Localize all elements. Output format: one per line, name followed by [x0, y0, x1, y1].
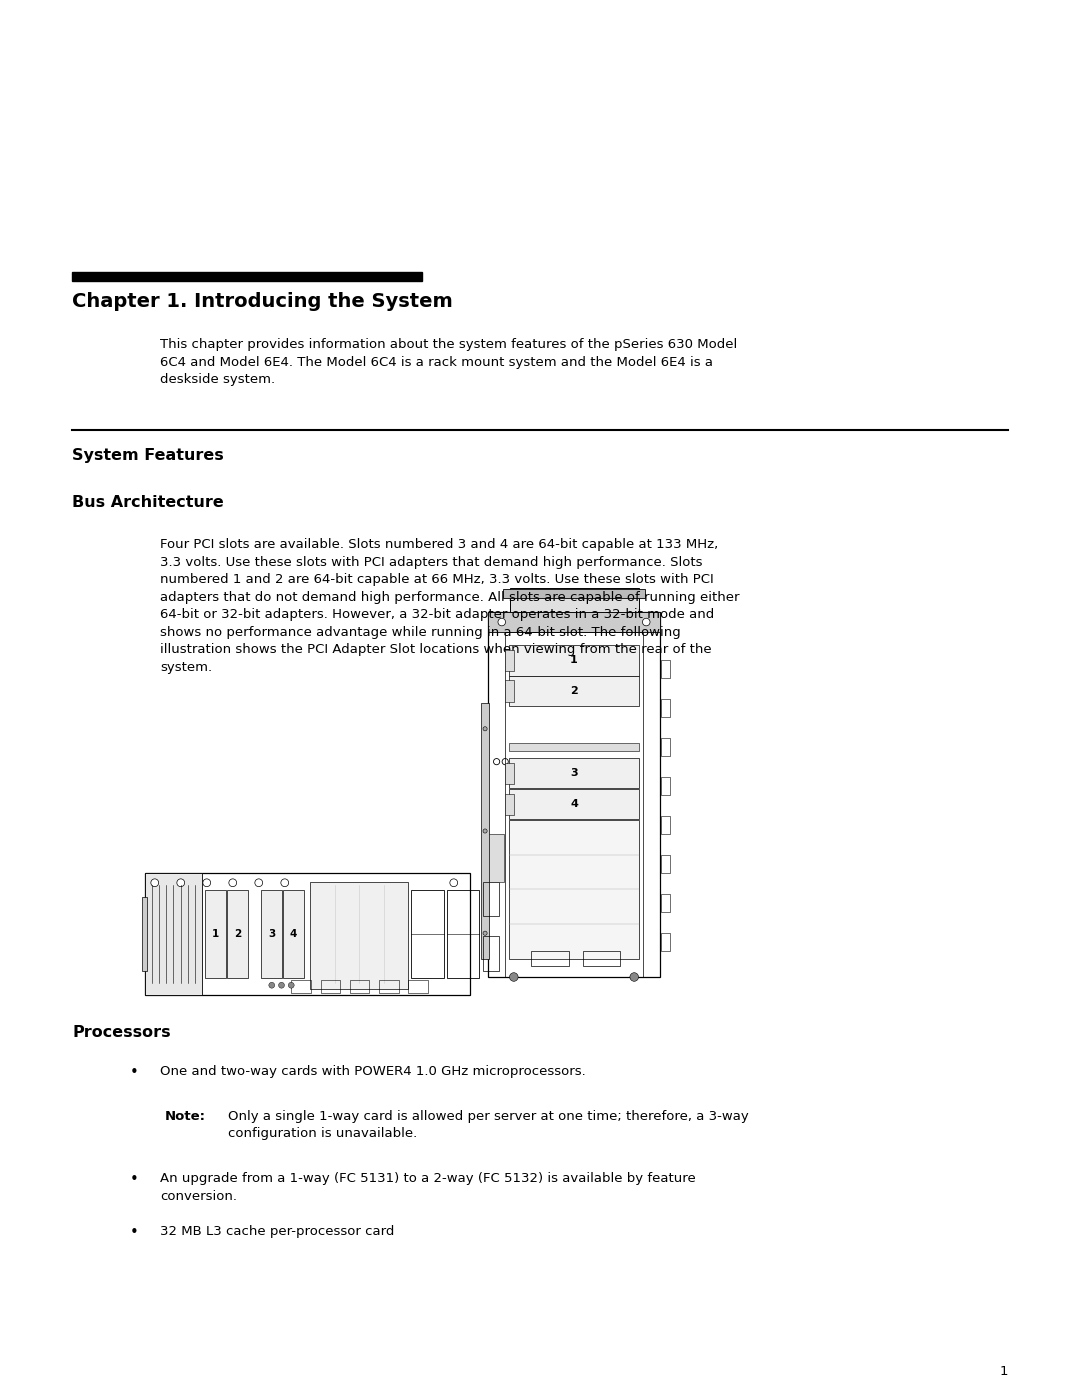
Bar [661, 659, 670, 678]
Bar [488, 612, 660, 977]
Circle shape [483, 828, 487, 833]
Text: One and two-way cards with POWER4 1.0 GHz microprocessors.: One and two-way cards with POWER4 1.0 GH… [160, 1065, 585, 1078]
Text: Note:: Note: [165, 1111, 206, 1123]
Text: An upgrade from a 1-way (FC 5131) to a 2-way (FC 5132) is available by feature
c: An upgrade from a 1-way (FC 5131) to a 2… [160, 1172, 696, 1203]
Bar [509, 743, 639, 750]
Text: 1: 1 [212, 929, 219, 939]
Bar [488, 612, 660, 631]
Circle shape [279, 982, 284, 988]
Bar [481, 703, 489, 958]
Bar [489, 834, 504, 883]
Bar [447, 890, 480, 978]
Bar [661, 777, 670, 795]
Circle shape [151, 879, 159, 887]
Text: System Features: System Features [72, 448, 224, 462]
Bar [205, 890, 226, 978]
Bar [509, 820, 639, 958]
Bar [505, 763, 514, 784]
Bar [321, 981, 340, 992]
Circle shape [483, 726, 487, 731]
Bar [408, 981, 428, 992]
Bar [310, 882, 408, 989]
Circle shape [229, 879, 237, 887]
Bar [502, 590, 646, 598]
Text: 4: 4 [289, 929, 297, 939]
Bar [505, 680, 514, 701]
Bar [72, 272, 422, 281]
Bar [582, 951, 620, 967]
Circle shape [498, 619, 505, 626]
Circle shape [288, 982, 294, 988]
Bar [510, 588, 638, 612]
Bar [531, 951, 569, 967]
Text: 3: 3 [570, 768, 578, 778]
Bar [661, 933, 670, 951]
Bar [350, 981, 369, 992]
Bar [509, 789, 639, 819]
Bar [509, 759, 639, 788]
Circle shape [483, 932, 487, 935]
Text: Only a single 1-way card is allowed per server at one time; therefore, a 3-way
c: Only a single 1-way card is allowed per … [228, 1111, 748, 1140]
Text: •: • [130, 1172, 138, 1187]
Bar [661, 738, 670, 756]
Text: 2: 2 [234, 929, 241, 939]
Circle shape [510, 972, 518, 981]
Circle shape [643, 619, 650, 626]
Bar [261, 890, 282, 978]
Circle shape [450, 879, 458, 887]
Text: 1: 1 [570, 655, 578, 665]
Bar [509, 645, 639, 676]
Bar [379, 981, 399, 992]
Bar [505, 793, 514, 814]
Bar [227, 890, 248, 978]
Text: •: • [130, 1225, 138, 1241]
Bar [292, 981, 311, 992]
Text: This chapter provides information about the system features of the pSeries 630 M: This chapter provides information about … [160, 338, 738, 386]
Bar [145, 873, 202, 995]
Bar [483, 882, 499, 915]
Bar [145, 873, 470, 995]
Text: 3: 3 [268, 929, 275, 939]
Bar [505, 631, 643, 977]
Text: 32 MB L3 cache per-processor card: 32 MB L3 cache per-processor card [160, 1225, 394, 1238]
Text: Processors: Processors [72, 1025, 171, 1039]
Bar [661, 894, 670, 912]
Text: Chapter 1. Introducing the System: Chapter 1. Introducing the System [72, 292, 453, 312]
Circle shape [203, 879, 211, 887]
Circle shape [255, 879, 262, 887]
Text: 4: 4 [570, 799, 578, 809]
Bar [509, 676, 639, 705]
Circle shape [281, 879, 288, 887]
Text: Four PCI slots are available. Slots numbered 3 and 4 are 64-bit capable at 133 M: Four PCI slots are available. Slots numb… [160, 538, 740, 673]
Text: •: • [130, 1065, 138, 1080]
Bar [483, 936, 499, 971]
Bar [283, 890, 303, 978]
Text: 2: 2 [570, 686, 578, 696]
Bar [661, 816, 670, 834]
Text: Bus Architecture: Bus Architecture [72, 495, 224, 510]
Bar [141, 897, 147, 971]
Text: 1: 1 [999, 1365, 1008, 1377]
Circle shape [630, 972, 638, 981]
Circle shape [177, 879, 185, 887]
Bar [505, 650, 514, 671]
Circle shape [269, 982, 274, 988]
Bar [411, 890, 444, 978]
Bar [661, 698, 670, 717]
Bar [661, 855, 670, 873]
